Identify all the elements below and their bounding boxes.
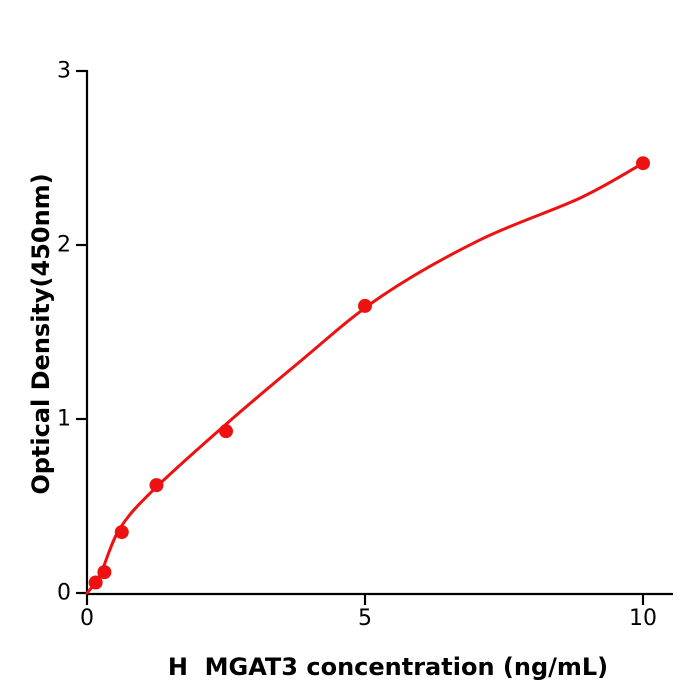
- fitted-curve-line: [85, 161, 645, 595]
- y-tick-label-1: 1: [57, 407, 71, 432]
- data-point-0.625: [114, 525, 129, 540]
- data-point-1.25: [149, 478, 164, 493]
- axis-spines: [85, 70, 673, 596]
- data-point-0.313: [97, 565, 112, 580]
- x-tick-label-0: 0: [80, 606, 94, 631]
- y-tick-label-0: 0: [57, 581, 71, 606]
- data-point-2.5: [219, 424, 233, 439]
- data-point-0.156: [88, 575, 103, 590]
- data-point-10: [636, 156, 650, 171]
- x-axis-title: H MGAT3 concentration (ng/mL): [167, 653, 609, 681]
- y-tick-label-2: 2: [57, 233, 71, 258]
- data-point-5: [358, 298, 372, 313]
- y-axis-title: Optical Density(450nm): [27, 173, 55, 495]
- y-tick-label-3: 3: [57, 59, 71, 84]
- x-tick-label-10: 10: [629, 606, 657, 631]
- x-tick-label-5: 5: [358, 606, 372, 631]
